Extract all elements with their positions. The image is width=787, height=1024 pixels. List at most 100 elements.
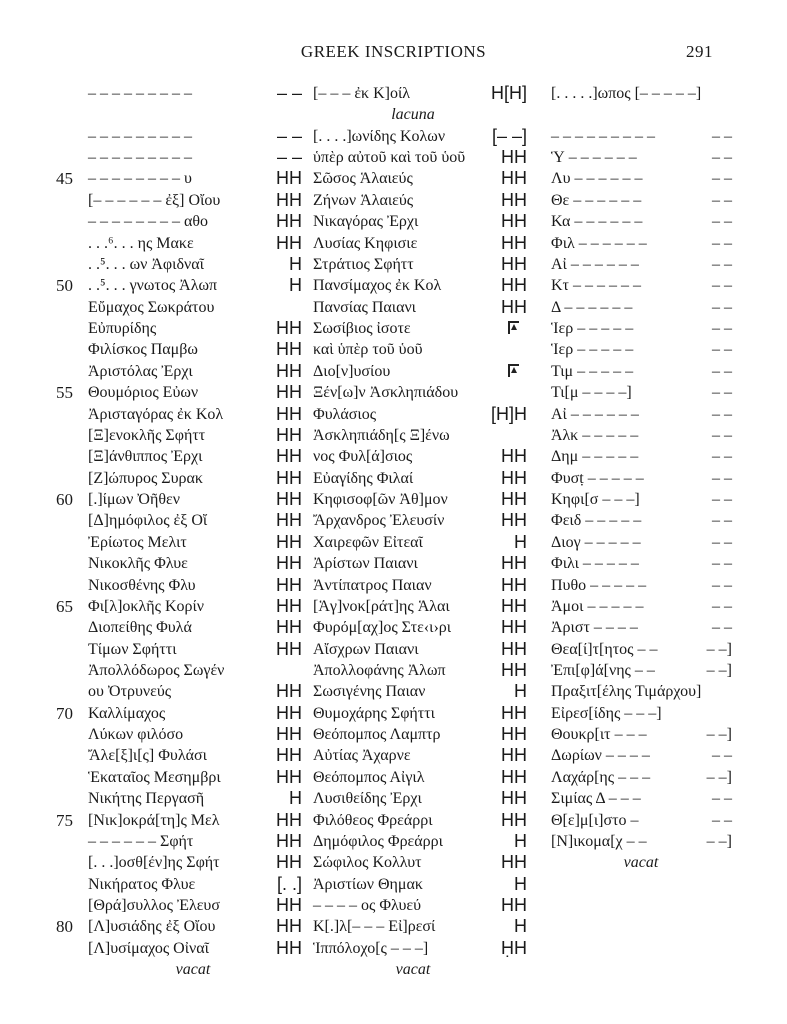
amount: H [289,275,302,295]
name-entry: Λυσίας Κηφισιε [313,235,418,252]
name-entry: Πυθο – – – – – [551,577,647,594]
name-entry: – – – – ος Φλυεύ [313,897,422,914]
amount: HH [501,617,527,637]
name-entry: [Ζ]ώπυρος Συρακ [88,470,203,487]
name-entry: Φιλι – – – – – [551,555,639,572]
name-entry: καὶ ὑπὲρ τοῦ ὑοῦ [313,341,423,358]
name-entry: Θεόπομπος Λαμπτρ [313,726,441,743]
amount: – –] [706,641,732,658]
line-number: 80 [56,917,73,936]
name-entry: Εἰρεσ[ίδης – – –] [551,705,662,722]
amount: HH [276,233,302,253]
name-entry: Λυσιθείδης Ἐρχι [313,790,422,807]
name-entry: Δωρίων – – – – [551,747,650,764]
amount: – – [276,83,302,103]
name-entry: Ἀσκληπιάδη[ς Ξ]ένω [313,427,450,444]
name-entry: Θε – – – – – – [551,192,642,209]
name-entry: Εὐπυρίδης [88,320,157,337]
amount: HH [501,852,527,872]
name-entry: Τιμ – – – – – [551,363,634,380]
line-number: 55 [56,383,73,402]
name-entry: Διοπείθης Φυλά [88,619,192,636]
name-entry: Ἱερ – – – – – [551,341,634,358]
amount: HH [501,660,527,680]
name-entry: [Ἁγ]νοκ[ράτ]ης Ἁλαι [313,598,450,615]
name-entry: Καλλίμαχος [88,705,166,722]
page-number: 291 [686,42,713,61]
name-entry: Φι[λ]οκλῆς Κορίν [88,598,205,615]
name-entry: Ἀπολλόδωρος Σωγέν [88,662,225,679]
amount: HH [501,575,527,595]
amount: HH [276,938,302,958]
amount: [– –] [491,126,527,146]
amount: – – [712,256,732,273]
name-entry: Φιλ – – – – – – [551,235,647,252]
amount: HH [501,895,527,915]
amount: HH [501,233,527,253]
amount: HH [501,767,527,787]
name-entry: Ἀντίπατρος Παιαν [313,577,432,594]
name-entry: Νικοκλῆς Φλυε [88,555,188,572]
name-entry: Κ[.]λ[– – – Εἰ]ρεσί [313,918,436,935]
pentekonta-icon [508,364,519,377]
name-entry: [Ν]ικομα[χ – – [551,833,647,850]
amount: HH [276,318,302,338]
name-entry: Εὐαγίδης Φιλαί [313,470,414,487]
amount: HH [276,767,302,787]
name-entry: Θυμοχάρης Σφήττι [313,705,435,722]
editorial-note: vacat [395,961,431,978]
name-entry: Ξέν[ω]ν Ἀσκληπιάδου [313,384,459,401]
amount: HH [276,211,302,231]
name-entry: [. . . .]ωνίδης Κολων [313,128,446,145]
name-entry: Φειδ – – – – – [551,512,642,529]
name-entry: ου Ὀτρυνεύς [88,683,172,700]
amount: – – [712,406,732,423]
amount: – – [276,126,302,146]
name-entry: Ἀρισταγόρας ἐκ Κολ [88,406,224,423]
amount: – – [276,147,302,167]
name-entry: Διο[ν]υσίου [313,363,391,380]
name-entry: [Λ]υσιάδης ἐξ Οἴου [88,918,216,935]
name-entry: Θουκρ[ιτ – – – [551,726,647,743]
name-entry: Φιλίσκος Παμβω [88,341,198,358]
amount: HH [501,168,527,188]
amount: – – [712,448,732,465]
name-entry: Ἀπολλοφάνης Ἀλωπ [313,662,446,679]
name-entry: Ἐπι[φ]ά[νης – – [551,662,655,679]
name-entry: Ὑ – – – – – – [551,149,637,166]
name-entry: Διογ – – – – – [551,534,641,551]
name-entry: Τι[μ – – – –] [551,384,632,401]
name-entry: [– – – – – – ἐξ] Οἴου [88,192,221,209]
line-number: 60 [56,490,73,509]
amount: – – [712,149,732,166]
name-entry: Ἀριστίων Θημακ [313,876,423,893]
name-entry: Πανσίμαχος ἐκ Κολ [313,277,442,294]
line-number: 75 [56,811,73,830]
line-number: 70 [56,704,73,723]
amount: HH [276,596,302,616]
name-entry: Κτ – – – – – – [551,277,641,294]
name-entry: Ἀριστόλας Ἐρχι [88,363,193,380]
name-entry: Φυσṭ – – – – – [551,470,644,487]
amount: HH [501,724,527,744]
amount: – – [712,299,732,316]
name-entry: [.]ίμων Ὀῆθεν [88,491,180,508]
amount: HH [276,745,302,765]
amount: – – [712,470,732,487]
amount: HH [276,895,302,915]
name-entry: Αἰ – – – – – – [551,256,639,273]
name-entry: Ἑκαταῖος Μεσημβρι [88,769,221,786]
amount: – – [712,128,732,145]
name-entry: ὑπὲρ αὐτοῦ καὶ τοῦ ὑοῦ [313,149,466,166]
amount: – – [712,619,732,636]
name-entry: Δημόφιλος Φρεάρρι [313,833,443,850]
name-entry: νος Φυλ[ά]σιος [313,448,413,465]
name-entry: Νικήτης Περγασῆ [88,790,205,807]
amount: HH [276,852,302,872]
name-entry: Τίμων Σφήττι [88,641,177,658]
amount: HH [276,639,302,659]
name-entry: – – – – – – – – υ [88,170,192,187]
name-entry: – – – – – – Σφήτ [88,833,194,850]
amount: H [514,916,527,936]
amount: – – [712,491,732,508]
